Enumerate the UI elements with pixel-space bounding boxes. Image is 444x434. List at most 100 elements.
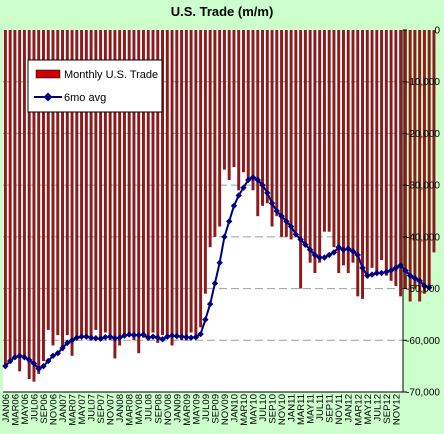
x-tick-label: SEP09 <box>210 394 221 424</box>
x-tick-label: MAR06 <box>10 394 21 426</box>
avg-point <box>259 181 266 189</box>
bar <box>65 30 69 336</box>
bar <box>127 30 131 336</box>
avg-point <box>378 269 385 277</box>
avg-point <box>316 254 323 261</box>
avg-point <box>373 269 381 277</box>
avg-point <box>273 207 281 215</box>
avg-point <box>116 334 123 341</box>
x-tick-label: MAY09 <box>191 394 202 424</box>
bar <box>22 30 26 359</box>
bar <box>84 30 88 336</box>
bar <box>408 30 412 302</box>
x-tick-label: JAN06 <box>1 394 12 423</box>
x-tick-label: JAN09 <box>172 394 183 423</box>
avg-point <box>354 251 361 259</box>
x-tick-label: MAY12 <box>363 394 374 424</box>
avg-point <box>21 354 28 361</box>
bar <box>337 30 341 274</box>
avg-point <box>183 333 190 341</box>
bar <box>89 30 93 341</box>
bar <box>351 30 355 263</box>
avg-point <box>135 331 142 339</box>
avg-point <box>254 176 261 184</box>
bar <box>151 30 155 333</box>
avg-point <box>16 352 23 359</box>
avg-point <box>392 264 400 272</box>
avg-point <box>6 357 14 365</box>
bar <box>380 30 384 261</box>
bar <box>32 30 36 382</box>
bar <box>103 30 107 333</box>
x-tick-label: JAN12 <box>344 394 355 423</box>
y-tick-label: -30,000 <box>406 181 440 192</box>
avg-point <box>202 316 209 323</box>
bar <box>161 30 164 336</box>
avg-point <box>306 246 314 253</box>
bar <box>242 30 245 173</box>
y-tick-label: 0 <box>434 26 440 37</box>
bar <box>232 30 236 168</box>
avg-point <box>192 333 200 341</box>
bar <box>256 30 260 217</box>
bar <box>3 30 7 367</box>
x-tick-label: SEP10 <box>268 394 279 424</box>
bar <box>189 30 193 333</box>
bar <box>303 30 307 248</box>
bar <box>170 30 174 346</box>
y-tick-label: -50,000 <box>406 284 440 295</box>
bar <box>13 30 17 359</box>
avg-point <box>406 272 414 279</box>
avg-point <box>159 336 166 343</box>
x-tick-label: NOV08 <box>163 394 174 425</box>
bar <box>37 30 41 374</box>
avg-point <box>187 334 195 341</box>
bar <box>108 30 112 341</box>
bar <box>113 30 117 359</box>
x-tick-label: JUL08 <box>144 394 155 421</box>
x-tick-label: MAY08 <box>134 394 145 424</box>
avg-point <box>40 362 47 370</box>
bar <box>70 30 74 356</box>
avg-point <box>92 335 100 342</box>
avg-point <box>335 244 342 251</box>
x-tick-label: JUL11 <box>315 394 326 421</box>
x-tick-label: MAR11 <box>296 394 307 425</box>
x-tick-label: JUL12 <box>372 394 383 421</box>
bar <box>332 30 336 248</box>
x-tick-label: MAY06 <box>20 394 31 424</box>
avg-point <box>297 236 304 243</box>
avg-point <box>264 189 271 197</box>
avg-point <box>154 334 161 341</box>
bar <box>146 30 150 341</box>
x-tick-label: JAN10 <box>229 394 240 423</box>
avg-point <box>283 218 290 225</box>
avg-point <box>340 246 347 253</box>
x-tick-label: JUL07 <box>87 394 98 421</box>
bar <box>213 30 217 237</box>
x-tick-label: JUL09 <box>201 394 212 421</box>
bar <box>342 30 345 266</box>
bar <box>361 30 364 299</box>
bar <box>122 30 126 336</box>
bar <box>118 30 122 346</box>
bar <box>56 30 60 336</box>
avg-point <box>140 331 147 338</box>
bar <box>165 30 169 336</box>
bar <box>422 30 426 294</box>
bar-series <box>3 30 436 382</box>
bar <box>427 30 431 286</box>
bar <box>389 30 393 281</box>
bar <box>27 30 31 380</box>
avg-point <box>97 335 104 342</box>
avg-point <box>59 344 66 352</box>
avg-point <box>292 231 300 238</box>
bar <box>418 30 422 302</box>
avg-point <box>330 249 338 256</box>
legend-label-line: 6mo avg <box>64 92 106 104</box>
avg-point <box>68 337 76 344</box>
y-tick-label: -20,000 <box>406 129 440 140</box>
avg-point <box>240 184 247 191</box>
avg-point <box>73 334 81 341</box>
x-tick-label: SEP12 <box>382 394 393 424</box>
